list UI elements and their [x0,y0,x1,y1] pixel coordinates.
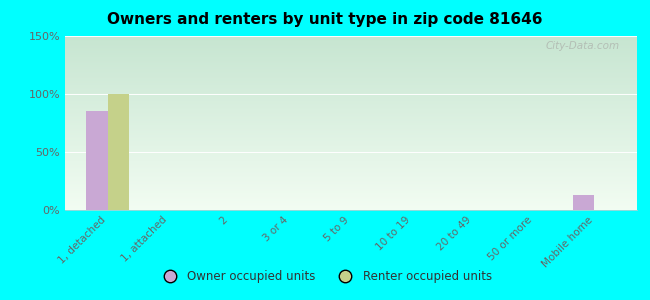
Text: Owners and renters by unit type in zip code 81646: Owners and renters by unit type in zip c… [107,12,543,27]
Bar [108,94,129,210]
Bar [86,111,108,210]
Text: City-Data.com: City-Data.com [546,41,620,51]
Legend: Owner occupied units, Renter occupied units: Owner occupied units, Renter occupied un… [153,266,497,288]
Bar [573,195,594,210]
